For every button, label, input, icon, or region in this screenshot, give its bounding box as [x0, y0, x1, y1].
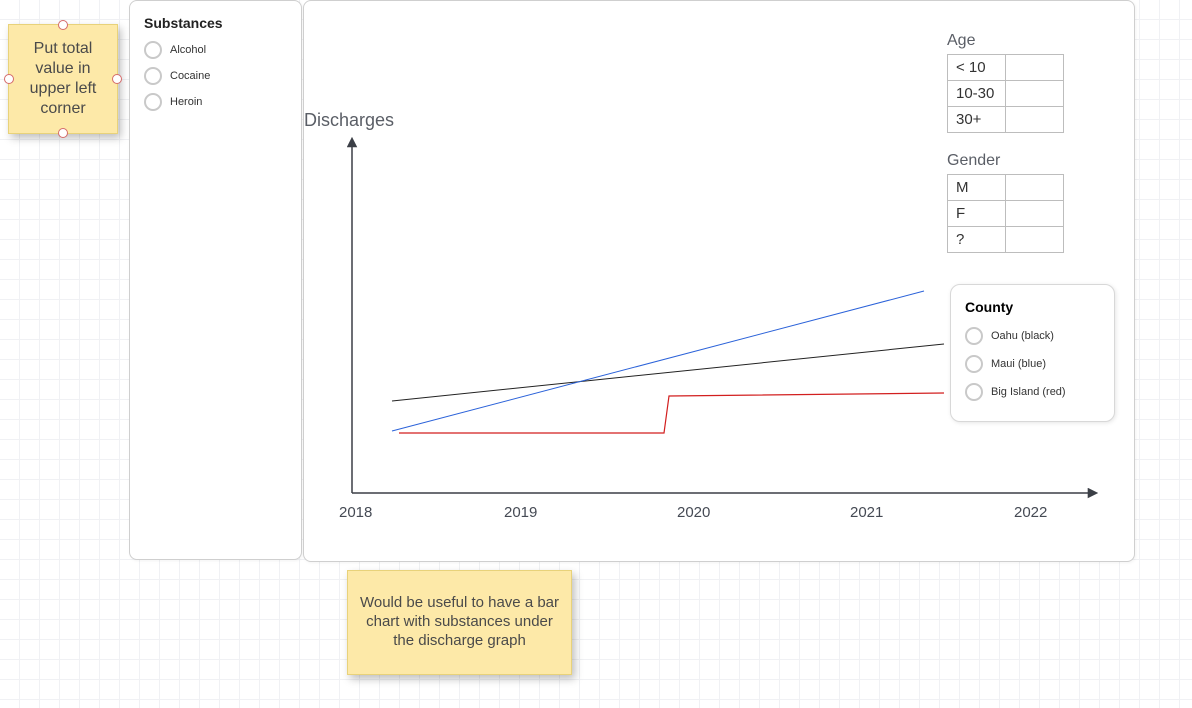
gender-filter-title: Gender [947, 152, 1000, 170]
age-label: 10-30 [948, 81, 1006, 107]
county-label: Oahu (black) [991, 330, 1054, 342]
x-tick-2018: 2018 [339, 504, 372, 521]
x-tick-2020: 2020 [677, 504, 710, 521]
substances-title: Substances [144, 15, 301, 31]
age-row-lt10[interactable]: < 10 [948, 55, 1064, 81]
gender-filter-table: M F ? [947, 174, 1064, 253]
county-label: Maui (blue) [991, 358, 1046, 370]
gender-label: F [948, 201, 1006, 227]
county-title: County [965, 299, 1102, 315]
age-value [1006, 55, 1064, 81]
age-filter-title: Age [947, 32, 975, 50]
gender-label: M [948, 175, 1006, 201]
radio-icon [965, 355, 983, 373]
substances-list: Alcohol Cocaine Heroin [130, 41, 301, 111]
gender-row-unknown[interactable]: ? [948, 227, 1064, 253]
county-item-bigisland[interactable]: Big Island (red) [965, 383, 1102, 401]
x-tick-2022: 2022 [1014, 504, 1047, 521]
radio-icon [965, 327, 983, 345]
substance-item-alcohol[interactable]: Alcohol [144, 41, 301, 59]
sticky-note-bar-chart[interactable]: Would be useful to have a bar chart with… [347, 570, 572, 675]
county-label: Big Island (red) [991, 386, 1066, 398]
series-big-island [399, 393, 944, 433]
substance-item-heroin[interactable]: Heroin [144, 93, 301, 111]
sticky-note-total-value[interactable]: Put total value in upper left corner [8, 24, 118, 134]
radio-icon [965, 383, 983, 401]
gender-row-m[interactable]: M [948, 175, 1064, 201]
age-value [1006, 81, 1064, 107]
age-label: < 10 [948, 55, 1006, 81]
gender-row-f[interactable]: F [948, 201, 1064, 227]
age-filter-table: < 10 10-30 30+ [947, 54, 1064, 133]
county-panel: County Oahu (black) Maui (blue) Big Isla… [950, 284, 1115, 422]
gender-value [1006, 201, 1064, 227]
sticky-note-text: Put total value in upper left corner [19, 39, 107, 119]
substance-label: Heroin [170, 96, 202, 108]
county-item-maui[interactable]: Maui (blue) [965, 355, 1102, 373]
gender-value [1006, 227, 1064, 253]
sticky-note-text: Would be useful to have a bar chart with… [358, 594, 561, 650]
series-maui [392, 291, 924, 431]
gender-value [1006, 175, 1064, 201]
county-list: Oahu (black) Maui (blue) Big Island (red… [965, 327, 1102, 401]
age-row-10-30[interactable]: 10-30 [948, 81, 1064, 107]
substance-label: Alcohol [170, 44, 206, 56]
substance-item-cocaine[interactable]: Cocaine [144, 67, 301, 85]
x-tick-2019: 2019 [504, 504, 537, 521]
substance-label: Cocaine [170, 70, 210, 82]
age-label: 30+ [948, 107, 1006, 133]
radio-icon [144, 67, 162, 85]
gender-label: ? [948, 227, 1006, 253]
substances-panel: Substances Alcohol Cocaine Heroin [129, 0, 302, 560]
x-tick-2021: 2021 [850, 504, 883, 521]
age-value [1006, 107, 1064, 133]
county-item-oahu[interactable]: Oahu (black) [965, 327, 1102, 345]
radio-icon [144, 41, 162, 59]
age-row-30plus[interactable]: 30+ [948, 107, 1064, 133]
radio-icon [144, 93, 162, 111]
series-oahu [392, 344, 944, 401]
